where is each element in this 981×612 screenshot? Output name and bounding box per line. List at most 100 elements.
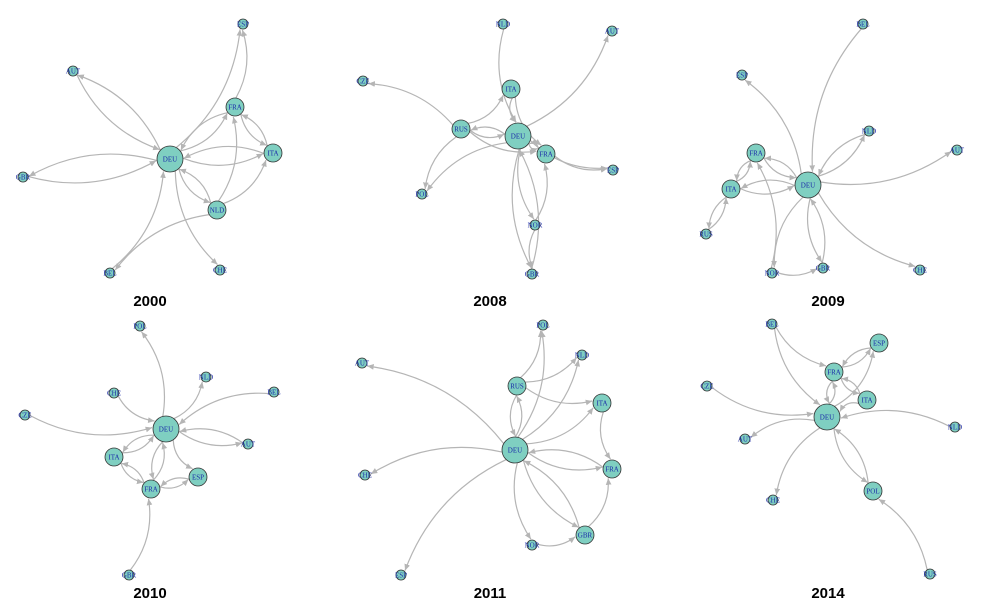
edge-rus-to-pol [423, 136, 457, 189]
node-label: GBR [578, 532, 593, 540]
node-circle [526, 268, 538, 280]
node-nor: NOR [765, 267, 780, 279]
node-che: CHE [358, 469, 372, 481]
edge-rus-to-pol [520, 330, 544, 379]
edge-fra-to-deu [823, 380, 834, 404]
node-label: GBR [816, 265, 831, 273]
node-circle [242, 438, 254, 450]
node-circle [576, 349, 588, 361]
panel-2014: DEU BEL ESP FRA CZE ITA AUT NLD CHE POL RUS 2014 [700, 318, 962, 602]
node-ita: ITA [592, 393, 612, 413]
edge-deu-to-gbr [28, 153, 158, 177]
edge-ita-to-deu [183, 145, 265, 159]
node-label: ITA [725, 186, 736, 194]
panel-title: 2014 [811, 585, 845, 602]
node-label: GBR [525, 271, 540, 279]
node-circle [863, 125, 875, 137]
node-label: CHE [107, 390, 121, 398]
node-esp: ESP [188, 467, 208, 487]
node-label: DEU [820, 414, 834, 422]
edge-che-to-deu [117, 395, 155, 424]
edge-nld-to-ita [223, 159, 267, 205]
edge-deu-to-nld [173, 381, 204, 420]
node-che: CHE [766, 494, 780, 506]
edge-rus-to-ita [525, 387, 593, 406]
node-circle [356, 357, 368, 369]
node-label: ITA [505, 86, 516, 94]
node-label: CZE [356, 78, 369, 86]
node-aut: AUT [605, 25, 620, 37]
edge-cze-to-deu [711, 386, 814, 418]
node-circle [857, 18, 869, 30]
edge-gbr-to-fra [588, 478, 612, 528]
node-label: BEL [856, 21, 869, 29]
node-fra: FRA [746, 143, 766, 163]
edge-cze-to-deu [29, 414, 153, 436]
node-label: RUS [510, 383, 524, 391]
edge-deu-to-ita [182, 153, 264, 166]
node-che: CHE [107, 387, 121, 399]
node-circle [188, 467, 208, 487]
edge-bel-to-deu [111, 171, 166, 270]
node-label: ESP [192, 474, 204, 482]
edge-bel-to-deu [809, 28, 862, 172]
node-circle [416, 188, 428, 200]
edge-rus-to-nld [525, 357, 578, 383]
edge-deu-to-pol [141, 331, 166, 417]
node-label: CZE [700, 383, 713, 391]
node-bel: BEL [765, 318, 779, 330]
node-circle [104, 447, 124, 467]
edge-deu-to-che [817, 192, 916, 268]
node-circle [607, 164, 619, 176]
panel-title: 2000 [133, 293, 166, 310]
node-label: BEL [103, 270, 116, 278]
node-ita: ITA [721, 179, 741, 199]
node-circle [949, 421, 961, 433]
node-circle [108, 387, 120, 399]
edge-nld-to-deu [498, 28, 517, 123]
node-circle [104, 267, 116, 279]
edge-deu-to-pol [833, 427, 869, 484]
node-deu: DEU [156, 145, 184, 173]
edge-nld-to-fra [218, 116, 238, 202]
node-deu: DEU [794, 171, 822, 199]
node-label: CHE [766, 497, 780, 505]
edge-fra-to-deu [152, 442, 168, 481]
node-rus: RUS [507, 376, 527, 396]
node-rus: RUS [699, 228, 713, 240]
panel-title: 2009 [811, 293, 844, 310]
node-nor: NOR [525, 539, 540, 551]
node-circle [501, 79, 521, 99]
node-circle [813, 403, 841, 431]
edge-fra-to-esp [841, 348, 872, 368]
node-label: RUS [454, 126, 468, 134]
node-circle [156, 145, 184, 173]
edge-deu-to-ita [526, 407, 594, 445]
node-circle [263, 143, 283, 163]
node-circle [237, 18, 249, 30]
node-label: POL [866, 488, 879, 496]
node-rus: RUS [451, 119, 471, 139]
edge-deu-to-fra [148, 441, 164, 480]
node-label: ESP [736, 72, 748, 80]
edge-ita-to-deu [839, 402, 859, 412]
edge-deu-to-aut [178, 430, 243, 448]
node-circle [17, 171, 29, 183]
panel-2009: DEU BEL ESP NLD AUT FRA ITA RUS NOR GBR CHE 2009 [699, 18, 965, 310]
node-label: ITA [861, 397, 872, 405]
edge-deu-to-aut [77, 74, 161, 151]
node-esp: ESP [237, 18, 249, 30]
node-bel: BEL [856, 18, 870, 30]
node-circle [536, 144, 556, 164]
node-label: GBR [122, 572, 137, 580]
edge-deu-to-rus [470, 124, 506, 135]
edge-deu-to-fra [764, 155, 798, 179]
node-label: ITA [108, 454, 119, 462]
node-circle [529, 219, 541, 231]
edge-rus-to-ita [467, 94, 504, 124]
node-circle [501, 436, 529, 464]
edge-bel-to-fra [775, 326, 827, 368]
panel-2000: DEU ESP AUT FRA ITA GBR NLD BEL CHE 2000 [16, 18, 283, 310]
edge-ita-to-fra [120, 462, 144, 485]
node-circle [141, 479, 161, 499]
